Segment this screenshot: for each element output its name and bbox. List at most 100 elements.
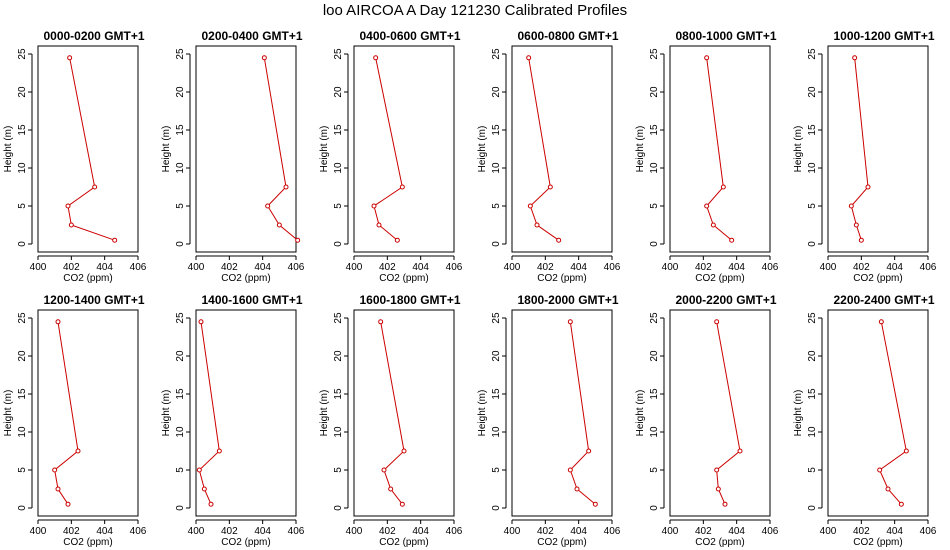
data-point — [276, 222, 282, 228]
profile-line — [716, 321, 741, 505]
y-axis-label: Height (m) — [319, 390, 330, 437]
data-point — [592, 501, 598, 507]
x-axis-label: CO2 (ppm) — [853, 537, 902, 548]
x-tick-label: 400 — [188, 262, 205, 273]
profile-line — [198, 321, 220, 505]
data-point — [216, 448, 222, 454]
data-point — [401, 448, 407, 454]
data-point — [112, 237, 118, 243]
x-tick-label: 402 — [379, 526, 396, 537]
panel-title: 0400-0600 GMT+1 — [359, 29, 460, 43]
panel-title: 1600-1800 GMT+1 — [359, 293, 460, 307]
y-tick-label: 20 — [491, 350, 502, 362]
y-tick-label: 25 — [807, 312, 818, 324]
plot-frame — [511, 45, 613, 253]
y-tick-label: 15 — [649, 124, 660, 136]
x-tick-label: 404 — [412, 526, 429, 537]
x-tick-label: 400 — [662, 526, 679, 537]
x-tick-label: 404 — [728, 526, 745, 537]
y-tick-label: 10 — [175, 426, 186, 438]
data-point — [898, 501, 904, 507]
y-tick-label: 0 — [17, 505, 28, 511]
data-point — [534, 222, 540, 228]
data-point — [92, 184, 98, 190]
panel-title: 1400-1600 GMT+1 — [201, 293, 302, 307]
y-tick-label: 10 — [175, 162, 186, 174]
x-tick-label: 400 — [504, 262, 521, 273]
y-tick-label: 25 — [175, 48, 186, 60]
profile-line — [380, 321, 405, 505]
data-point — [848, 203, 854, 209]
y-tick-label: 0 — [807, 241, 818, 247]
data-point — [704, 203, 710, 209]
y-tick-label: 0 — [807, 505, 818, 511]
x-tick-label: 406 — [288, 262, 305, 273]
y-tick-label: 5 — [175, 467, 186, 473]
data-point — [381, 467, 387, 473]
plot-frame — [669, 309, 771, 517]
data-point — [885, 486, 891, 492]
x-tick-label: 404 — [570, 526, 587, 537]
x-tick-label: 402 — [221, 526, 238, 537]
y-tick-label: 0 — [491, 241, 502, 247]
y-tick-label: 15 — [491, 388, 502, 400]
panel-title: 0200-0400 GMT+1 — [201, 29, 302, 43]
y-tick-label: 10 — [649, 426, 660, 438]
y-tick-label: 10 — [491, 426, 502, 438]
x-tick-label: 402 — [537, 526, 554, 537]
x-tick-label: 404 — [254, 526, 271, 537]
x-tick-label: 406 — [604, 526, 621, 537]
y-tick-label: 0 — [649, 241, 660, 247]
data-point — [68, 222, 74, 228]
panel-title: 0800-1000 GMT+1 — [675, 29, 776, 43]
y-tick-label: 15 — [807, 388, 818, 400]
x-tick-label: 406 — [130, 262, 147, 273]
data-point — [567, 467, 573, 473]
y-axis-label: Height (m) — [3, 126, 14, 173]
y-tick-label: 15 — [175, 388, 186, 400]
x-axis-label: CO2 (ppm) — [379, 273, 428, 284]
y-tick-label: 25 — [491, 48, 502, 60]
y-tick-label: 15 — [649, 388, 660, 400]
y-tick-label: 25 — [333, 312, 344, 324]
data-point — [371, 203, 377, 209]
data-point — [567, 319, 573, 325]
y-tick-label: 20 — [807, 86, 818, 98]
x-tick-label: 400 — [662, 262, 679, 273]
panel-title: 2200-2400 GMT+1 — [833, 293, 934, 307]
profile-line — [263, 57, 298, 241]
y-axis-label: Height (m) — [161, 390, 172, 437]
y-tick-label: 5 — [491, 467, 502, 473]
data-point — [201, 486, 207, 492]
x-tick-label: 404 — [254, 262, 271, 273]
y-tick-label: 0 — [175, 505, 186, 511]
data-point — [586, 448, 592, 454]
panel-title: 2000-2200 GMT+1 — [675, 293, 776, 307]
y-tick-label: 15 — [807, 124, 818, 136]
data-point — [55, 486, 61, 492]
plot-frame — [669, 45, 771, 253]
data-point — [710, 222, 716, 228]
x-tick-label: 402 — [695, 262, 712, 273]
x-tick-label: 406 — [920, 526, 937, 537]
y-tick-label: 20 — [17, 350, 28, 362]
y-tick-label: 25 — [175, 312, 186, 324]
data-point — [714, 319, 720, 325]
data-point — [737, 448, 743, 454]
data-point — [715, 486, 721, 492]
data-point — [878, 319, 884, 325]
x-tick-label: 404 — [886, 262, 903, 273]
data-point — [527, 203, 533, 209]
x-tick-label: 402 — [695, 526, 712, 537]
x-axis-label: CO2 (ppm) — [695, 273, 744, 284]
y-tick-label: 20 — [491, 86, 502, 98]
data-point — [877, 467, 883, 473]
x-axis-label: CO2 (ppm) — [63, 273, 112, 284]
y-tick-label: 25 — [17, 312, 28, 324]
y-tick-label: 20 — [649, 350, 660, 362]
x-tick-label: 402 — [63, 526, 80, 537]
x-tick-label: 400 — [30, 262, 47, 273]
data-point — [265, 203, 271, 209]
y-tick-label: 5 — [175, 203, 186, 209]
x-tick-label: 402 — [63, 262, 80, 273]
